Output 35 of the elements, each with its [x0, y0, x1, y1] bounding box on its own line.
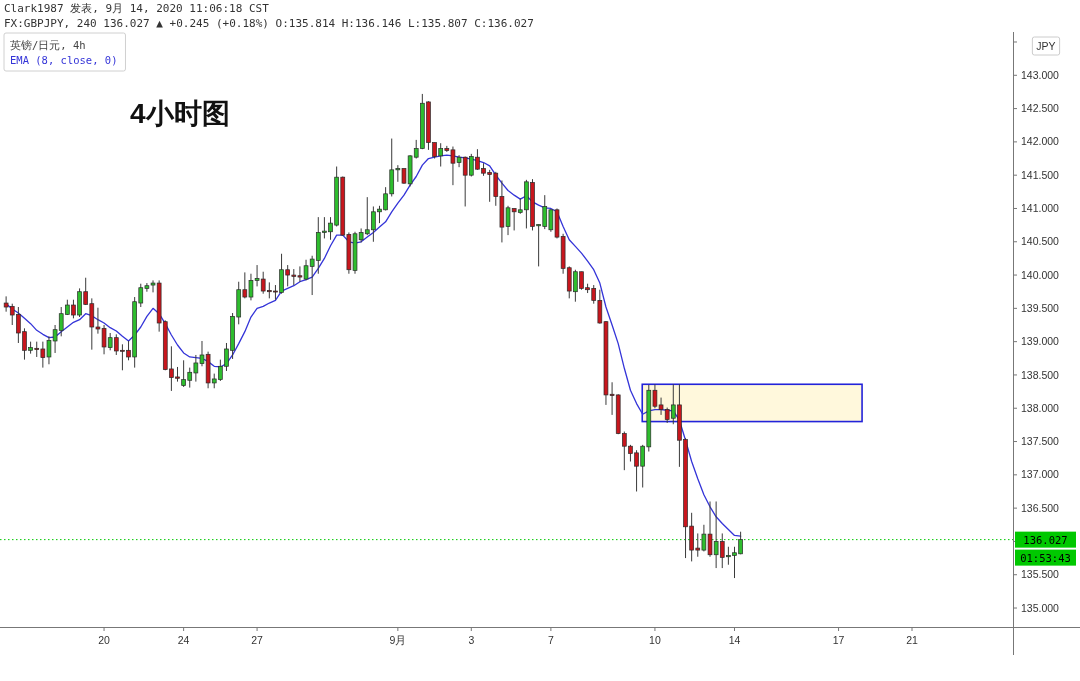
y-tick-label: 143.000 [1021, 68, 1060, 81]
x-tick-label: 9月 [389, 634, 407, 646]
ylabel: JPY [1031, 36, 1061, 56]
y-tick-label: 138.000 [1021, 401, 1060, 414]
x-tick-label: 14 [728, 634, 741, 646]
y-tick-label: 141.000 [1021, 202, 1060, 215]
legend-title: 英镑/日元, 4h [10, 39, 86, 51]
annotation: 01:53:43 [1015, 549, 1076, 566]
legend: 英镑/日元, 4h EMA (8, close, 0) [3, 32, 126, 72]
x-tick-label: 17 [832, 634, 845, 646]
x-tick-label: 3 [468, 634, 475, 646]
y-tick-label: 139.500 [1021, 301, 1060, 314]
y-tick-label: 139.000 [1021, 335, 1060, 348]
y-tick-label: 142.500 [1021, 102, 1060, 115]
x-tick-label: 27 [251, 634, 264, 646]
y-axis-title: JPY [1036, 40, 1056, 52]
x-tick-label: 10 [649, 634, 661, 646]
x-tick-label: 7 [547, 634, 554, 646]
y-tick-label: 142.000 [1021, 135, 1060, 148]
annotation: Clark1987 发表, 9月 14, 2020 11:06:18 CST [4, 2, 269, 15]
x-tick-label: 21 [906, 634, 918, 646]
y-tick-label: 140.500 [1021, 235, 1060, 248]
y-tick-label: 140.000 [1021, 268, 1060, 281]
x-tick-label: 24 [177, 634, 190, 646]
y-tick-label: 135.500 [1021, 568, 1060, 581]
title: 4小时图 [130, 98, 230, 129]
y-tick-label: 135.000 [1021, 601, 1060, 614]
x-tick-label: 20 [98, 634, 111, 646]
y-tick-label: 136.500 [1021, 501, 1060, 514]
y-tick-label: 137.000 [1021, 468, 1060, 481]
y-tick-label: 137.500 [1021, 435, 1060, 448]
subtitle: FX:GBPJPY, 240 136.027 ▲ +0.245 (+0.18%) O:135.814 H:136.146 L:135.807 C:136.027 [4, 17, 534, 30]
y-tick-label: 141.500 [1021, 168, 1060, 181]
ref-line-label: 136.027 [1023, 533, 1068, 546]
y-tick-label: 138.500 [1021, 368, 1060, 381]
